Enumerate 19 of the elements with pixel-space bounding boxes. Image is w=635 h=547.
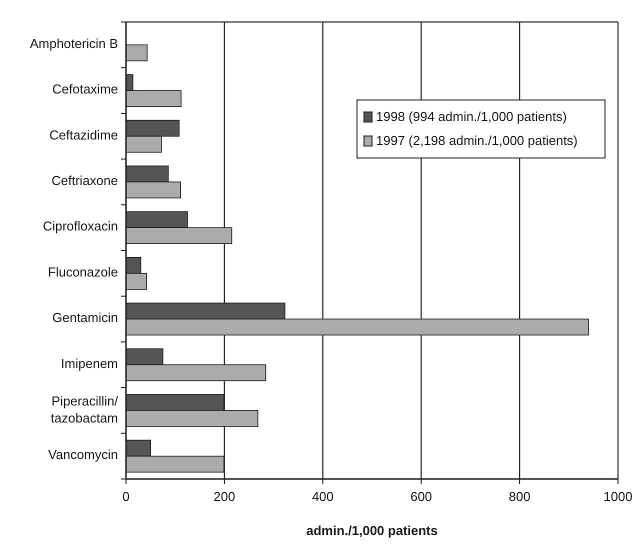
x-tick-label: 400: [312, 489, 334, 504]
y-tick-label: Fluconazole: [48, 264, 118, 280]
legend-label: 1998 (994 admin./1,000 patients): [376, 109, 567, 124]
x-tick-label: 1000: [604, 489, 632, 504]
y-tick-label: Piperacillin/ tazobactam: [50, 394, 118, 426]
y-tick-label: Gentamicin: [52, 310, 118, 326]
y-tick-label: Imipenem: [60, 356, 118, 372]
x-tick-label: 800: [508, 489, 530, 504]
x-tick-label: 600: [410, 489, 432, 504]
y-tick-label: Cefotaxime: [52, 82, 118, 97]
y-tick-label: Ceftazidime: [49, 128, 118, 143]
y-tick-label: Ceftriaxone: [52, 173, 118, 188]
x-tick-label: 200: [214, 489, 236, 504]
y-tick-label: Ciprofloxacin: [42, 219, 118, 234]
y-tick-label: Vancomycin: [48, 448, 118, 463]
x-axis-title: admin./1,000 patients: [306, 523, 438, 538]
y-tick-label: Amphotericin B: [30, 36, 118, 52]
legend-label: 1997 (2,198 admin./1,000 patients): [376, 133, 578, 148]
x-tick-label: 0: [122, 489, 130, 504]
